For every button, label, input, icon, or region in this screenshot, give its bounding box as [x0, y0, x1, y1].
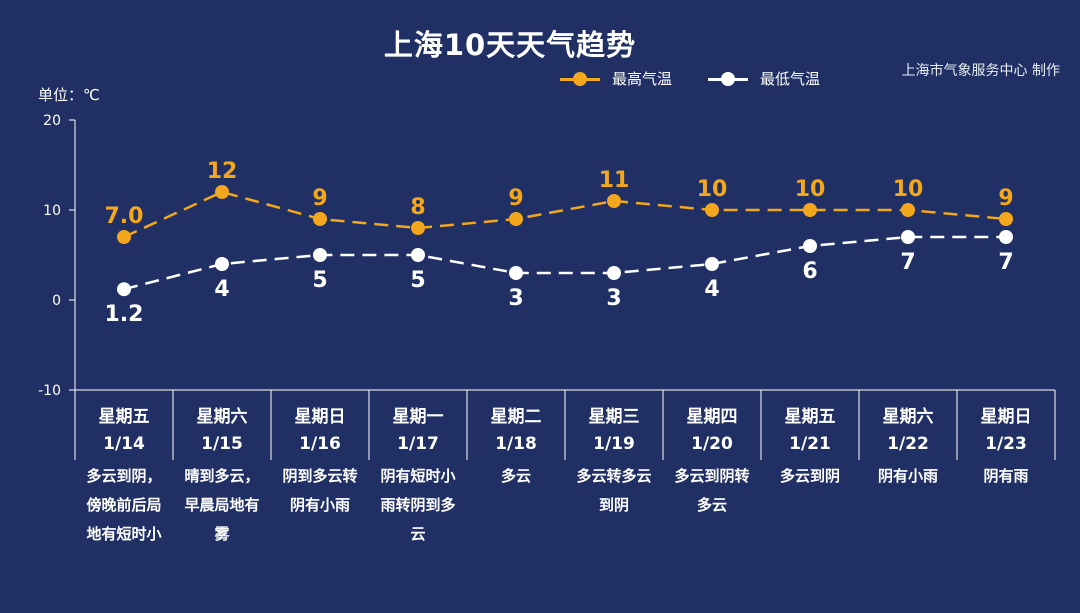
x-tick-weekday: 星期二 — [490, 407, 542, 427]
data-label-low: 5 — [312, 268, 327, 293]
point-low — [607, 266, 621, 280]
y-tick-label: -10 — [38, 383, 61, 399]
point-low — [999, 230, 1013, 244]
x-tick-date: 1/21 — [789, 434, 831, 454]
point-high — [117, 230, 131, 244]
point-high — [509, 212, 523, 226]
data-label-low: 3 — [508, 286, 523, 311]
point-high — [215, 185, 229, 199]
x-tick-date: 1/19 — [593, 434, 635, 454]
weather-description: 阴有小雨 — [877, 467, 938, 485]
chart-legend: 最高气温 最低气温 — [560, 68, 820, 89]
x-tick-weekday: 星期六 — [196, 407, 248, 427]
credit-text: 上海市气象服务中心 制作 — [901, 63, 1060, 79]
legend-item-low: 最低气温 — [708, 68, 820, 89]
weather-description: 多云到阴，傍晚前后局地有短时小 — [86, 467, 162, 543]
y-axis-unit-label: 单位：℃ — [38, 86, 100, 104]
x-tick-date: 1/18 — [495, 434, 537, 454]
x-tick-date: 1/23 — [985, 434, 1027, 454]
point-high — [705, 203, 719, 217]
point-high — [607, 194, 621, 208]
data-label-high: 7.0 — [105, 204, 144, 229]
point-high — [901, 203, 915, 217]
data-label-high: 10 — [697, 177, 728, 202]
y-tick-label: 10 — [43, 203, 61, 219]
x-tick-weekday: 星期一 — [392, 407, 444, 427]
point-high — [313, 212, 327, 226]
legend-low-label: 最低气温 — [760, 70, 821, 88]
data-label-low: 1.2 — [105, 302, 144, 327]
x-tick-date: 1/17 — [397, 434, 439, 454]
point-low — [215, 257, 229, 271]
data-label-high: 9 — [312, 186, 327, 211]
point-low — [117, 282, 131, 297]
weather-description: 阴到多云转阴有小雨 — [282, 467, 358, 514]
data-label-high: 11 — [599, 168, 630, 193]
day-column: 星期六 1/15 — [173, 390, 271, 454]
x-tick-weekday: 星期三 — [588, 407, 640, 427]
data-label-low: 3 — [606, 286, 621, 311]
day-column: 星期日 1/23 — [957, 390, 1055, 454]
data-label-high: 10 — [795, 177, 826, 202]
data-label-low: 5 — [410, 268, 425, 293]
data-label-high: 10 — [893, 177, 924, 202]
point-low — [705, 257, 719, 271]
x-tick-weekday: 星期日 — [980, 407, 1032, 427]
x-tick-weekday: 星期五 — [784, 407, 836, 427]
chart-title: 上海10天天气趋势 — [383, 28, 637, 62]
x-tick-date: 1/20 — [691, 434, 733, 454]
x-tick-date: 1/14 — [103, 434, 145, 454]
legend-low-marker-icon — [708, 71, 749, 86]
day-column: 星期一 1/17 — [369, 390, 467, 454]
data-label-low: 7 — [998, 250, 1013, 275]
y-tick-label: 20 — [43, 113, 61, 129]
day-column: 星期六 1/22 — [859, 390, 957, 454]
day-column: 星期三 1/19 — [565, 390, 663, 454]
point-low — [411, 248, 425, 262]
point-low — [313, 248, 327, 262]
x-tick-weekday: 星期日 — [294, 407, 346, 427]
day-column: 星期日 1/16 — [271, 390, 369, 454]
weather-description: 多云 — [500, 467, 531, 485]
weather-description: 阴有短时小雨转阴到多云 — [380, 467, 456, 543]
legend-high-label: 最高气温 — [612, 70, 673, 88]
series-line-high — [123, 190, 1007, 239]
data-label-low: 4 — [704, 277, 719, 302]
series-line-low — [123, 235, 1006, 291]
day-column: 星期五 1/21 — [761, 390, 859, 454]
weather-description: 阴有雨 — [983, 467, 1029, 485]
legend-item-high: 最高气温 — [560, 68, 672, 89]
y-tick-label: 0 — [52, 293, 61, 309]
weather-description: 多云转多云到阴 — [576, 467, 652, 514]
data-label-low: 4 — [214, 277, 229, 302]
data-label-high: 12 — [207, 159, 238, 184]
weather-description: 多云到阴转多云 — [674, 467, 750, 514]
legend-high-marker-icon — [560, 71, 600, 86]
data-label-high: 8 — [410, 195, 425, 220]
x-tick-date: 1/16 — [299, 434, 341, 454]
day-column: 星期四 1/20 — [663, 390, 761, 454]
x-tick-weekday: 星期四 — [686, 407, 738, 427]
data-label-low: 7 — [900, 250, 915, 275]
point-low — [509, 266, 523, 280]
data-label-high: 9 — [508, 186, 523, 211]
data-label-high: 9 — [998, 186, 1013, 211]
x-tick-date: 1/15 — [201, 434, 243, 454]
point-high — [999, 212, 1013, 226]
data-label-low: 6 — [802, 259, 817, 284]
x-tick-weekday: 星期六 — [882, 407, 934, 427]
weather-description: 晴到多云，早晨局地有雾 — [184, 467, 260, 543]
point-low — [901, 230, 915, 244]
x-tick-date: 1/22 — [887, 434, 929, 454]
weather-description: 多云到阴 — [779, 467, 840, 485]
point-low — [803, 239, 817, 253]
point-high — [803, 203, 817, 217]
point-high — [411, 221, 425, 235]
day-column: 星期五 1/14 — [75, 390, 173, 454]
x-tick-weekday: 星期五 — [98, 407, 150, 427]
day-column: 星期二 1/18 — [467, 390, 565, 454]
